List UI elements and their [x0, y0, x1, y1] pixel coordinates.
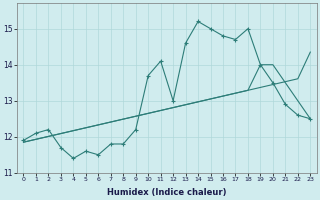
X-axis label: Humidex (Indice chaleur): Humidex (Indice chaleur) [107, 188, 227, 197]
